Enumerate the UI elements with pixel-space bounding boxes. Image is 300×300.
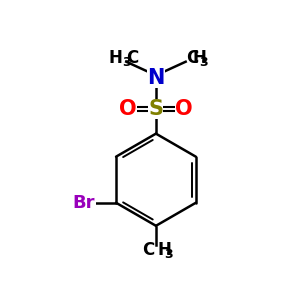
- Text: H: H: [157, 241, 171, 259]
- Text: O: O: [119, 99, 136, 119]
- Text: C: C: [127, 49, 139, 67]
- Text: C: C: [186, 49, 198, 67]
- Text: H: H: [109, 49, 122, 67]
- Text: N: N: [147, 68, 165, 88]
- Text: Br: Br: [72, 194, 94, 212]
- Text: C: C: [142, 241, 154, 259]
- Text: 3: 3: [199, 56, 208, 69]
- Text: S: S: [148, 99, 164, 119]
- Text: H: H: [193, 49, 206, 67]
- Text: O: O: [176, 99, 193, 119]
- Text: 3: 3: [164, 248, 173, 261]
- Text: 3: 3: [122, 56, 131, 69]
